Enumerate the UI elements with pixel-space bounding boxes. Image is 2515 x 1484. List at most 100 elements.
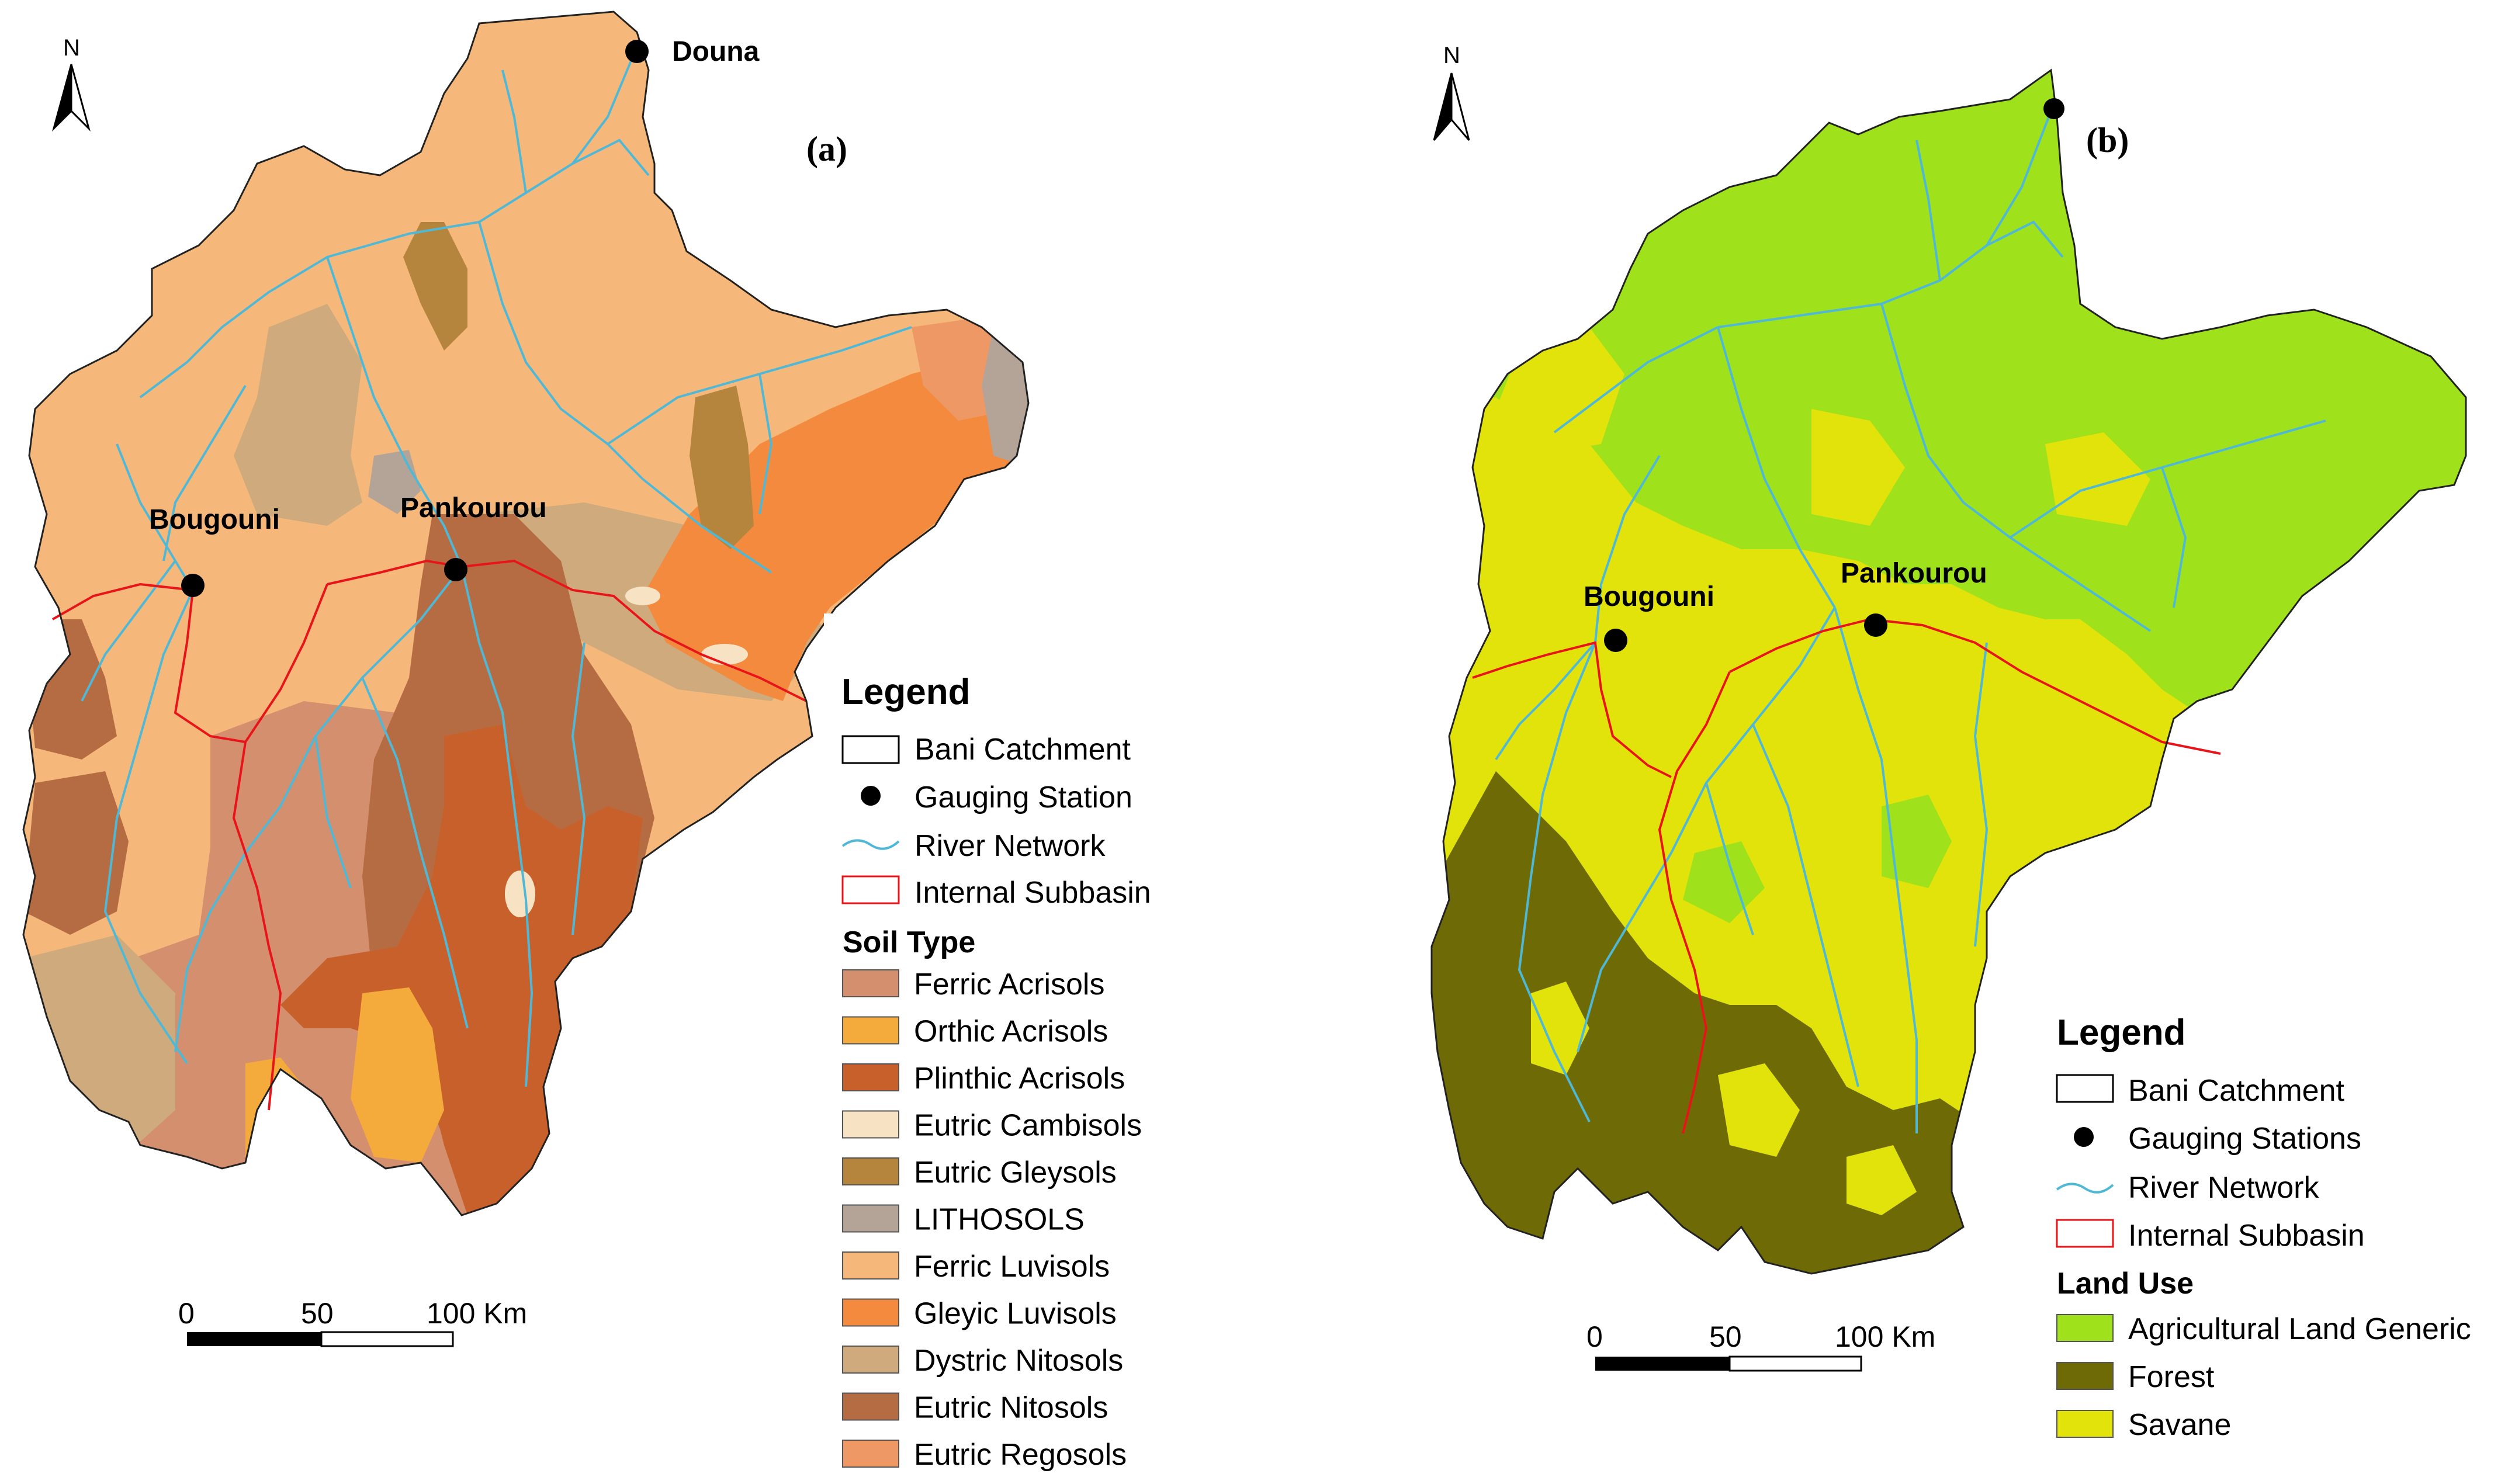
scale-bar-a: 0 50 100 Km <box>178 1297 527 1347</box>
soil-area-eutric-cambisols-2 <box>701 644 748 665</box>
scale-label-100-b: 100 Km <box>1835 1320 1935 1353</box>
soil-legend-list: Ferric Acrisols Orthic Acrisols Plinthic A… <box>842 968 1142 1472</box>
soil-legend-item-swatch <box>842 1251 899 1280</box>
river-network-b <box>1495 110 2326 1133</box>
soil-legend-item-label: Orthic Acrisols <box>914 1015 1108 1049</box>
soil-legend-item-swatch <box>842 1016 899 1045</box>
legend-item-station-a: Gauging Station <box>914 781 1132 814</box>
soil-legend-item-swatch <box>842 1392 899 1421</box>
soil-legend-item-label: Dystric Nitosols <box>914 1344 1123 1378</box>
bani-catchment-a <box>22 11 1030 1216</box>
soil-legend-item-swatch <box>842 1063 899 1091</box>
legend-soil-title: Soil Type <box>843 925 975 959</box>
internal-subbasin-a <box>52 559 807 1111</box>
landuse-area-savane-mid <box>1811 409 1905 526</box>
soil-legend-item-label: LITHOSOLS <box>914 1203 1085 1237</box>
gauging-station-pankourou-a <box>444 558 467 581</box>
place-label-pankourou-a: Pankourou <box>400 493 547 523</box>
landuse-legend-item-label: Forest <box>2128 1360 2215 1394</box>
landuse-legend-item-swatch <box>2056 1362 2114 1390</box>
soil-legend-item-swatch <box>842 969 899 997</box>
soil-legend-item-swatch <box>842 1204 899 1233</box>
place-label-pankourou-b: Pankourou <box>1841 558 1987 589</box>
legend-item-subbasin-a: Internal Subbasin <box>914 876 1151 910</box>
scale-bar-b: 0 50 100 Km <box>1586 1320 1935 1372</box>
place-label-douna: Douna <box>672 36 760 67</box>
gauging-station-bougouni-a <box>181 574 205 597</box>
soil-legend-item-label: Eutric Regosols <box>914 1438 1127 1472</box>
soil-area-eutric-cambisols-3 <box>505 871 535 917</box>
legend-swatch-subbasin-a <box>841 875 900 904</box>
soil-area-orthic-acrisols-2 <box>351 987 444 1163</box>
landuse-area-savane-east <box>2045 432 2150 526</box>
north-arrow-icon-b: N <box>1433 43 1470 141</box>
soil-legend-item-swatch <box>842 1298 899 1327</box>
scale-label-100-a: 100 Km <box>427 1297 527 1330</box>
land-use-map: Bougouni Pankourou (b) N 0 50 100 Km Leg… <box>1430 43 2501 1472</box>
soil-legend-item-swatch <box>842 1440 899 1468</box>
gauging-station-bougouni-b <box>1604 629 1627 652</box>
legend-title-a: Legend <box>841 672 970 712</box>
legend-a: Legend Bani Catchment Gauging Station Ri… <box>824 613 1151 1484</box>
legend-swatch-catchment-b <box>2056 1074 2114 1103</box>
panel-label-b: (b) <box>2086 121 2129 160</box>
landuse-area-savane-in-forest-3 <box>1847 1145 1917 1215</box>
legend-item-river-b: River Network <box>2128 1171 2319 1205</box>
internal-subbasin-b <box>1472 618 2221 1134</box>
legend-b: Legend Bani Catchment Gauging Stations R… <box>2034 993 2501 1472</box>
soil-area-eutric-cambisols <box>625 587 660 605</box>
scale-label-50-b: 50 <box>1709 1320 1742 1353</box>
landuse-legend-item-label: Agricultural Land Generic <box>2128 1312 2471 1346</box>
legend-swatch-subbasin-b <box>2056 1219 2114 1248</box>
soil-area-lithosols <box>982 327 1028 467</box>
soil-area-eutric-gleysols-2 <box>403 222 467 351</box>
gauging-station-douna <box>625 40 649 63</box>
soil-legend-item-label: Eutric Cambisols <box>914 1109 1142 1143</box>
soil-area-eutric-gleysols <box>690 386 754 549</box>
landuse-legend-item-swatch <box>2056 1410 2114 1438</box>
soil-legend-item-swatch <box>842 1346 899 1374</box>
soil-area-eutric-nitosols-sw <box>23 771 129 935</box>
landuse-area-savane-in-forest-2 <box>1531 982 1589 1075</box>
soil-legend-item-label: Gleyic Luvisols <box>914 1297 1117 1331</box>
landuse-legend-list: Agricultural Land Generic Forest Savane <box>2056 1312 2471 1442</box>
soil-legend-item-swatch <box>842 1110 899 1139</box>
legend-swatch-station-a <box>861 786 881 806</box>
legend-item-catchment-a: Bani Catchment <box>914 733 1131 767</box>
landuse-area-savane-in-forest <box>1718 1063 1800 1157</box>
landuse-area-agricultural-south <box>1882 795 1952 888</box>
soil-area-dystric-nitosols-north <box>234 304 362 526</box>
legend-item-river-a: River Network <box>914 829 1106 863</box>
north-label-a: N <box>63 35 80 61</box>
legend-landuse-title: Land Use <box>2057 1267 2194 1301</box>
legend-title-b: Legend <box>2057 1013 2185 1053</box>
legend-swatch-river-b <box>2056 1183 2114 1194</box>
soil-legend-item-label: Eutric Gleysols <box>914 1156 1117 1190</box>
legend-swatch-catchment-a <box>841 735 900 764</box>
soil-area-gleyic-luvisols <box>643 351 1028 701</box>
panel-label-a: (a) <box>806 130 847 168</box>
legend-item-station-b: Gauging Stations <box>2128 1122 2361 1156</box>
soil-legend-item-swatch <box>842 1157 899 1185</box>
scale-label-0-a: 0 <box>178 1297 195 1330</box>
soil-map: Douna Bougouni Pankourou (a) N 0 50 100 … <box>22 11 1151 1484</box>
legend-swatch-station-b <box>2074 1127 2094 1147</box>
soil-legend-item-label: Ferric Acrisols <box>914 968 1104 1001</box>
landuse-area-forest <box>1432 771 1987 1274</box>
soil-legend-item-label: Eutric Nitosols <box>914 1391 1108 1425</box>
soil-legend-item-label: Ferric Luvisols <box>914 1250 1110 1284</box>
legend-item-catchment-b: Bani Catchment <box>2128 1074 2345 1108</box>
soil-legend-item-label: Plinthic Acrisols <box>914 1062 1125 1095</box>
legend-item-subbasin-b: Internal Subbasin <box>2128 1219 2365 1253</box>
landuse-legend-item-label: Savane <box>2128 1408 2231 1442</box>
landuse-legend-item-swatch <box>2056 1314 2114 1342</box>
scale-label-50-a: 50 <box>301 1297 334 1330</box>
place-label-bougouni-b: Bougouni <box>1584 581 1714 612</box>
legend-swatch-river-a <box>841 839 900 850</box>
river-network-a <box>81 46 912 1087</box>
north-arrow-icon-a: N <box>52 35 91 132</box>
landuse-area-agricultural-south-2 <box>1683 841 1765 923</box>
bani-catchment-b <box>1430 68 2467 1275</box>
place-label-bougouni-a: Bougouni <box>149 504 280 535</box>
